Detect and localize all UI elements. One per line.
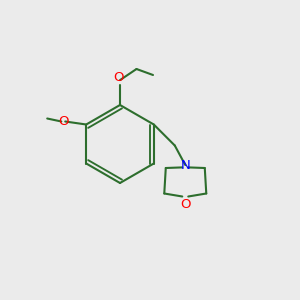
Text: O: O	[58, 115, 69, 128]
Text: N: N	[180, 158, 190, 172]
Text: O: O	[113, 71, 124, 84]
Text: O: O	[180, 198, 190, 211]
